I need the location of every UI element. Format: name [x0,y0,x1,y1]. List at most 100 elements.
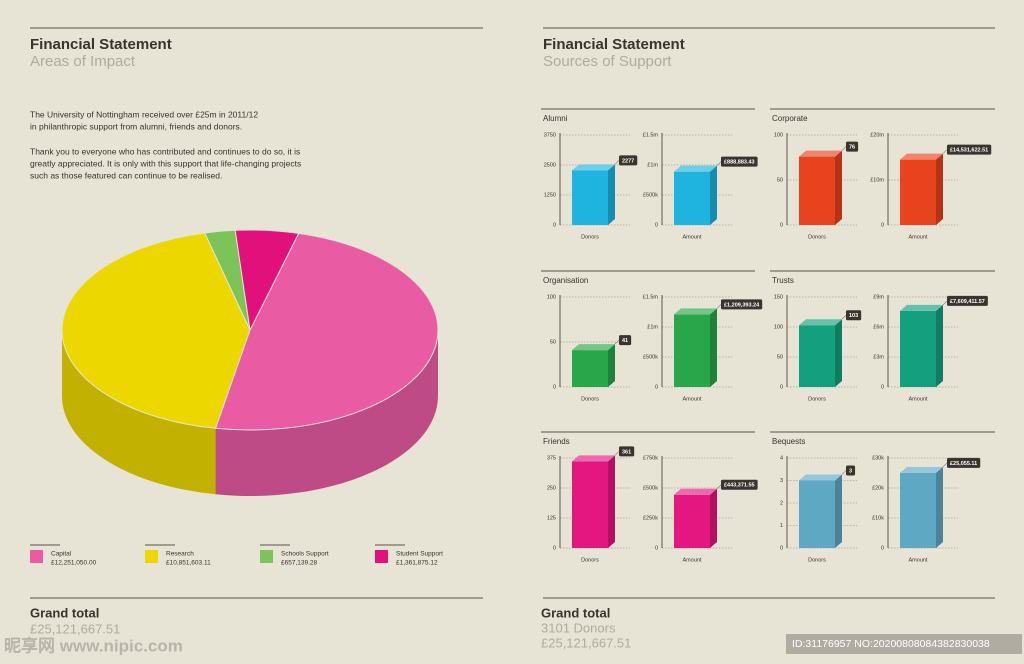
bar-top [799,150,842,157]
y-tick-label: 375 [547,455,556,461]
y-tick-label: 150 [774,294,783,300]
bar [900,153,943,225]
intro-line: The University of Nottingham received ov… [30,109,258,119]
bar-front [674,171,710,225]
bar-front [572,170,608,225]
value-label-leader [841,315,847,320]
y-tick-label: £1m [647,162,658,168]
y-tick-label: 3750 [544,132,556,138]
value-label-leader [614,339,620,345]
panel-title: Alumni [543,114,568,123]
y-tick-label: 100 [774,324,783,330]
watermark: 昵享网 www.nipic.com [4,635,183,655]
bar-side [608,344,615,387]
bar-side [710,165,717,225]
bar [674,308,717,387]
pie-side [62,330,216,495]
x-tick-label: Donors [581,234,599,240]
intro-line: such as those featured can continue to b… [30,170,222,180]
y-tick-label: £20m [870,132,884,138]
legend-swatch [260,550,273,563]
left-title: Financial Statement [30,36,172,53]
y-tick-label: £500k [643,354,658,360]
value-label-bg [846,141,859,152]
y-tick-label: £10k [872,515,884,521]
y-tick-label: £250k [643,515,658,521]
y-tick-label: £500k [643,192,658,198]
left-subtitle: Areas of Impact [30,53,136,70]
value-label-bg [947,144,992,155]
bar [900,304,943,387]
y-tick-label: 125 [547,515,556,521]
bar-front [900,310,936,387]
bar-front [900,159,936,225]
total-value: £25,121,667.51 [30,621,120,636]
value-label: 3 [849,468,852,474]
value-label: £14,531,622.51 [950,148,988,154]
bar-front [572,461,608,548]
y-tick-label: 50 [777,177,783,183]
pie-slice [234,229,300,332]
y-tick-label: 0 [780,222,783,228]
bar [799,319,842,387]
value-label-bg [721,299,763,310]
value-label: £888,883.43 [724,160,755,166]
bar-top [799,319,842,326]
right-subtitle: Sources of Support [543,53,672,70]
total-donors: 3101 Donors [541,620,616,635]
y-tick-label: £10m [870,177,884,183]
total-value: £25,121,667.51 [541,635,631,650]
x-tick-label: Donors [581,557,599,563]
value-label-leader [614,451,620,456]
y-tick-label: 0 [553,384,556,390]
bar-side [710,308,717,387]
y-tick-label: £500k [643,485,658,491]
bar-front [572,350,608,387]
bar [900,466,943,548]
legend-label: Capital [51,551,72,558]
bar-side [936,466,943,548]
pie-side [215,330,438,496]
panel-title: Trusts [772,276,794,285]
y-tick-label: £1.5m [643,132,659,138]
bar-front [900,472,936,548]
legend-label: Student Support [396,551,443,558]
legend-value: £1,361,875.12 [396,560,438,567]
value-label-leader [841,470,847,475]
value-label: £1,209,393.24 [724,302,760,308]
intro-line: in philanthropic support from alumni, fr… [30,121,242,131]
intro-line: greatly appreciated. It is only with thi… [30,158,301,168]
pie-slice [214,232,439,431]
bar [572,455,615,548]
value-label: 41 [622,338,628,344]
y-tick-label: 0 [881,384,884,390]
value-label-bg [947,457,981,468]
bar-side [835,474,842,548]
bar-side [936,153,943,225]
bar [674,165,717,225]
y-tick-label: £30k [872,455,884,461]
y-tick-label: 3 [780,478,783,484]
value-label: 2277 [622,158,634,164]
value-label-bg [619,446,635,457]
bar-front [799,480,835,548]
y-tick-label: 0 [881,222,884,228]
bar [572,344,615,387]
value-label-leader [942,149,948,154]
value-label-leader [942,300,948,306]
value-label: £443,371.55 [724,483,755,489]
bar-side [608,455,615,548]
bar-side [835,150,842,225]
y-tick-label: 2500 [544,162,556,168]
watermark-id: ID:31176957 NO:20200808084382830038 [792,638,990,650]
value-label-leader [614,160,620,165]
y-tick-label: £1.5m [643,294,659,300]
bar [674,488,717,548]
legend-swatch [375,550,388,563]
x-tick-label: Amount [909,396,928,402]
value-label-leader [716,161,722,166]
bar-top [900,466,943,473]
bar [799,150,842,225]
value-label-leader [942,462,948,468]
